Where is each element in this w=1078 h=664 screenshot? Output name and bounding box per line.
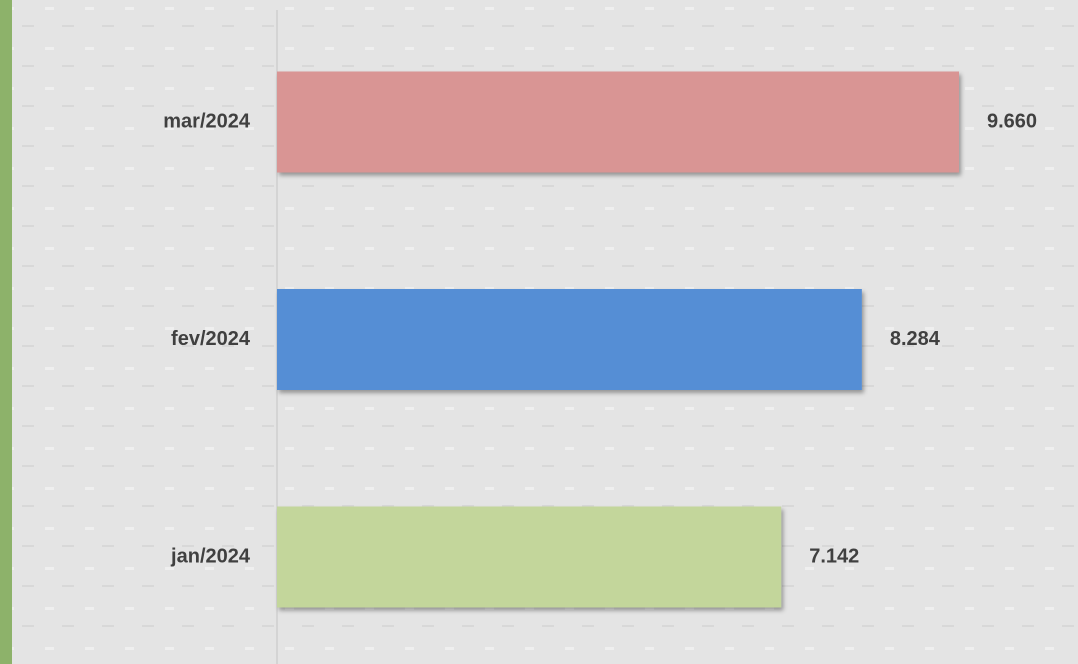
value-label: 8.284 [890, 328, 941, 350]
category-label: jan/2024 [170, 545, 251, 567]
bar [277, 507, 781, 608]
value-label: 9.660 [987, 110, 1037, 132]
category-label: fev/2024 [171, 328, 251, 350]
side-stripe [0, 0, 12, 664]
chart: jan/2024 7.142 fev/2024 8.284 mar/2024 9.660 [0, 0, 1078, 664]
category-label: mar/2024 [163, 110, 251, 132]
bar [277, 289, 862, 390]
bar [277, 72, 959, 173]
value-label: 7.142 [809, 545, 859, 567]
